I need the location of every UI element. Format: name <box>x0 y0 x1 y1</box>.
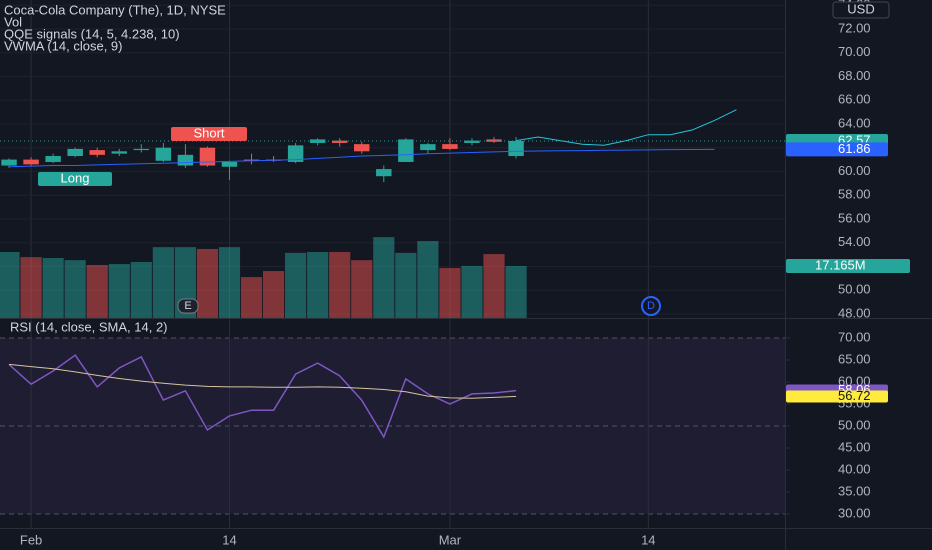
indicator-line <box>516 109 737 146</box>
x-tick-label: Feb <box>20 532 42 547</box>
candle-body <box>133 148 150 151</box>
y-tick-label: 66.00 <box>838 92 871 107</box>
signal-box <box>38 172 112 186</box>
candle-body <box>464 140 480 143</box>
volume-bar <box>461 265 483 318</box>
candle-body <box>376 169 392 177</box>
price-label-box <box>786 142 888 157</box>
candle-body <box>331 140 348 143</box>
y-tick-label: 54.00 <box>838 234 871 249</box>
candle-body <box>508 140 524 157</box>
volume-bar <box>20 257 42 318</box>
y-tick-label: 58.00 <box>838 187 871 202</box>
candle-body <box>177 154 194 166</box>
volume-bar <box>373 237 395 318</box>
event-badge[interactable] <box>177 298 199 314</box>
indicator-line <box>8 148 715 168</box>
candle-body <box>1 159 17 166</box>
volume-bar <box>64 260 86 318</box>
volume-bar <box>505 266 527 318</box>
price-label: 61.86 <box>838 141 871 156</box>
x-tick-label: 14 <box>641 532 655 547</box>
volume-bar <box>483 254 505 318</box>
y-tick-label: 50.00 <box>838 282 871 297</box>
candle-body <box>420 144 436 151</box>
volume-bar <box>130 261 152 318</box>
rsi-label: 56.72 <box>838 388 871 403</box>
candle-body <box>155 147 172 161</box>
y-tick-label: 48.00 <box>838 305 871 320</box>
volume-bar <box>262 271 285 318</box>
y-tick-label: 45.00 <box>838 439 871 454</box>
candle-body <box>354 144 370 152</box>
y-tick-label: 72.00 <box>838 20 871 35</box>
volume-bar <box>285 252 307 318</box>
volume-bar <box>108 264 130 318</box>
y-tick-label: 65.00 <box>838 351 871 366</box>
volume-bar <box>218 247 241 318</box>
legend-item: QQE signals (14, 5, 4.238, 10) <box>4 26 180 41</box>
candle-body <box>45 156 61 162</box>
y-tick-label: 60.00 <box>838 163 871 178</box>
rsi-line <box>8 354 517 439</box>
volume-bar <box>240 277 263 318</box>
signal-label: Long <box>61 170 90 185</box>
candle-body <box>309 139 326 143</box>
currency-label: USD <box>847 1 874 16</box>
rsi-label-box <box>786 390 888 403</box>
y-tick-label: 35.00 <box>838 483 871 498</box>
candle-body <box>89 150 105 155</box>
candle-body <box>442 144 458 149</box>
candle-body <box>67 148 83 157</box>
candle-body <box>111 151 127 154</box>
volume-bar <box>395 252 417 318</box>
legend-item: Vol <box>4 14 22 29</box>
x-tick-label: 14 <box>222 532 236 547</box>
candle-body <box>199 147 216 166</box>
candle-body <box>486 139 502 142</box>
volume-bar <box>42 258 64 318</box>
y-tick-label: 30.00 <box>838 505 871 520</box>
candle-body <box>221 161 238 167</box>
event-label[interactable]: D <box>647 300 655 312</box>
volume-bar <box>0 251 20 318</box>
y-tick-label: 64.00 <box>838 115 871 130</box>
legend-item: VWMA (14, close, 9) <box>4 38 122 53</box>
volume-label-box <box>786 259 910 274</box>
x-tick-label: Mar <box>439 532 462 547</box>
rsi-title: RSI (14, close, SMA, 14, 2) <box>10 319 168 334</box>
signal-label: Short <box>193 125 224 140</box>
volume-bar <box>329 251 351 318</box>
volume-bar <box>351 260 373 318</box>
signal-box <box>171 127 247 141</box>
volume-label: 17.165M <box>815 257 866 272</box>
y-tick-label: 70.00 <box>838 44 871 59</box>
volume-bar <box>152 247 174 318</box>
event-badge[interactable] <box>641 296 661 316</box>
plot-layer <box>0 0 790 528</box>
currency-box <box>832 1 890 19</box>
volume-bar <box>417 241 439 318</box>
event-label[interactable]: E <box>184 300 191 312</box>
y-tick-label: 50.00 <box>838 417 871 432</box>
volume-bar <box>439 268 461 318</box>
y-tick-label: 68.00 <box>838 68 871 83</box>
candle-body <box>243 159 260 161</box>
volume-bar <box>196 248 219 318</box>
rsi-line <box>8 363 517 399</box>
chart-title: Coca-Cola Company (The), 1D, NYSE <box>4 2 226 17</box>
y-tick-label: 56.00 <box>838 210 871 225</box>
volume-bar <box>307 251 329 318</box>
candle-body <box>23 159 39 165</box>
candle-body <box>398 139 414 162</box>
volume-bar <box>86 265 108 318</box>
y-tick-label: 70.00 <box>838 329 871 344</box>
y-tick-label: 40.00 <box>838 461 871 476</box>
candle-body <box>287 145 304 162</box>
